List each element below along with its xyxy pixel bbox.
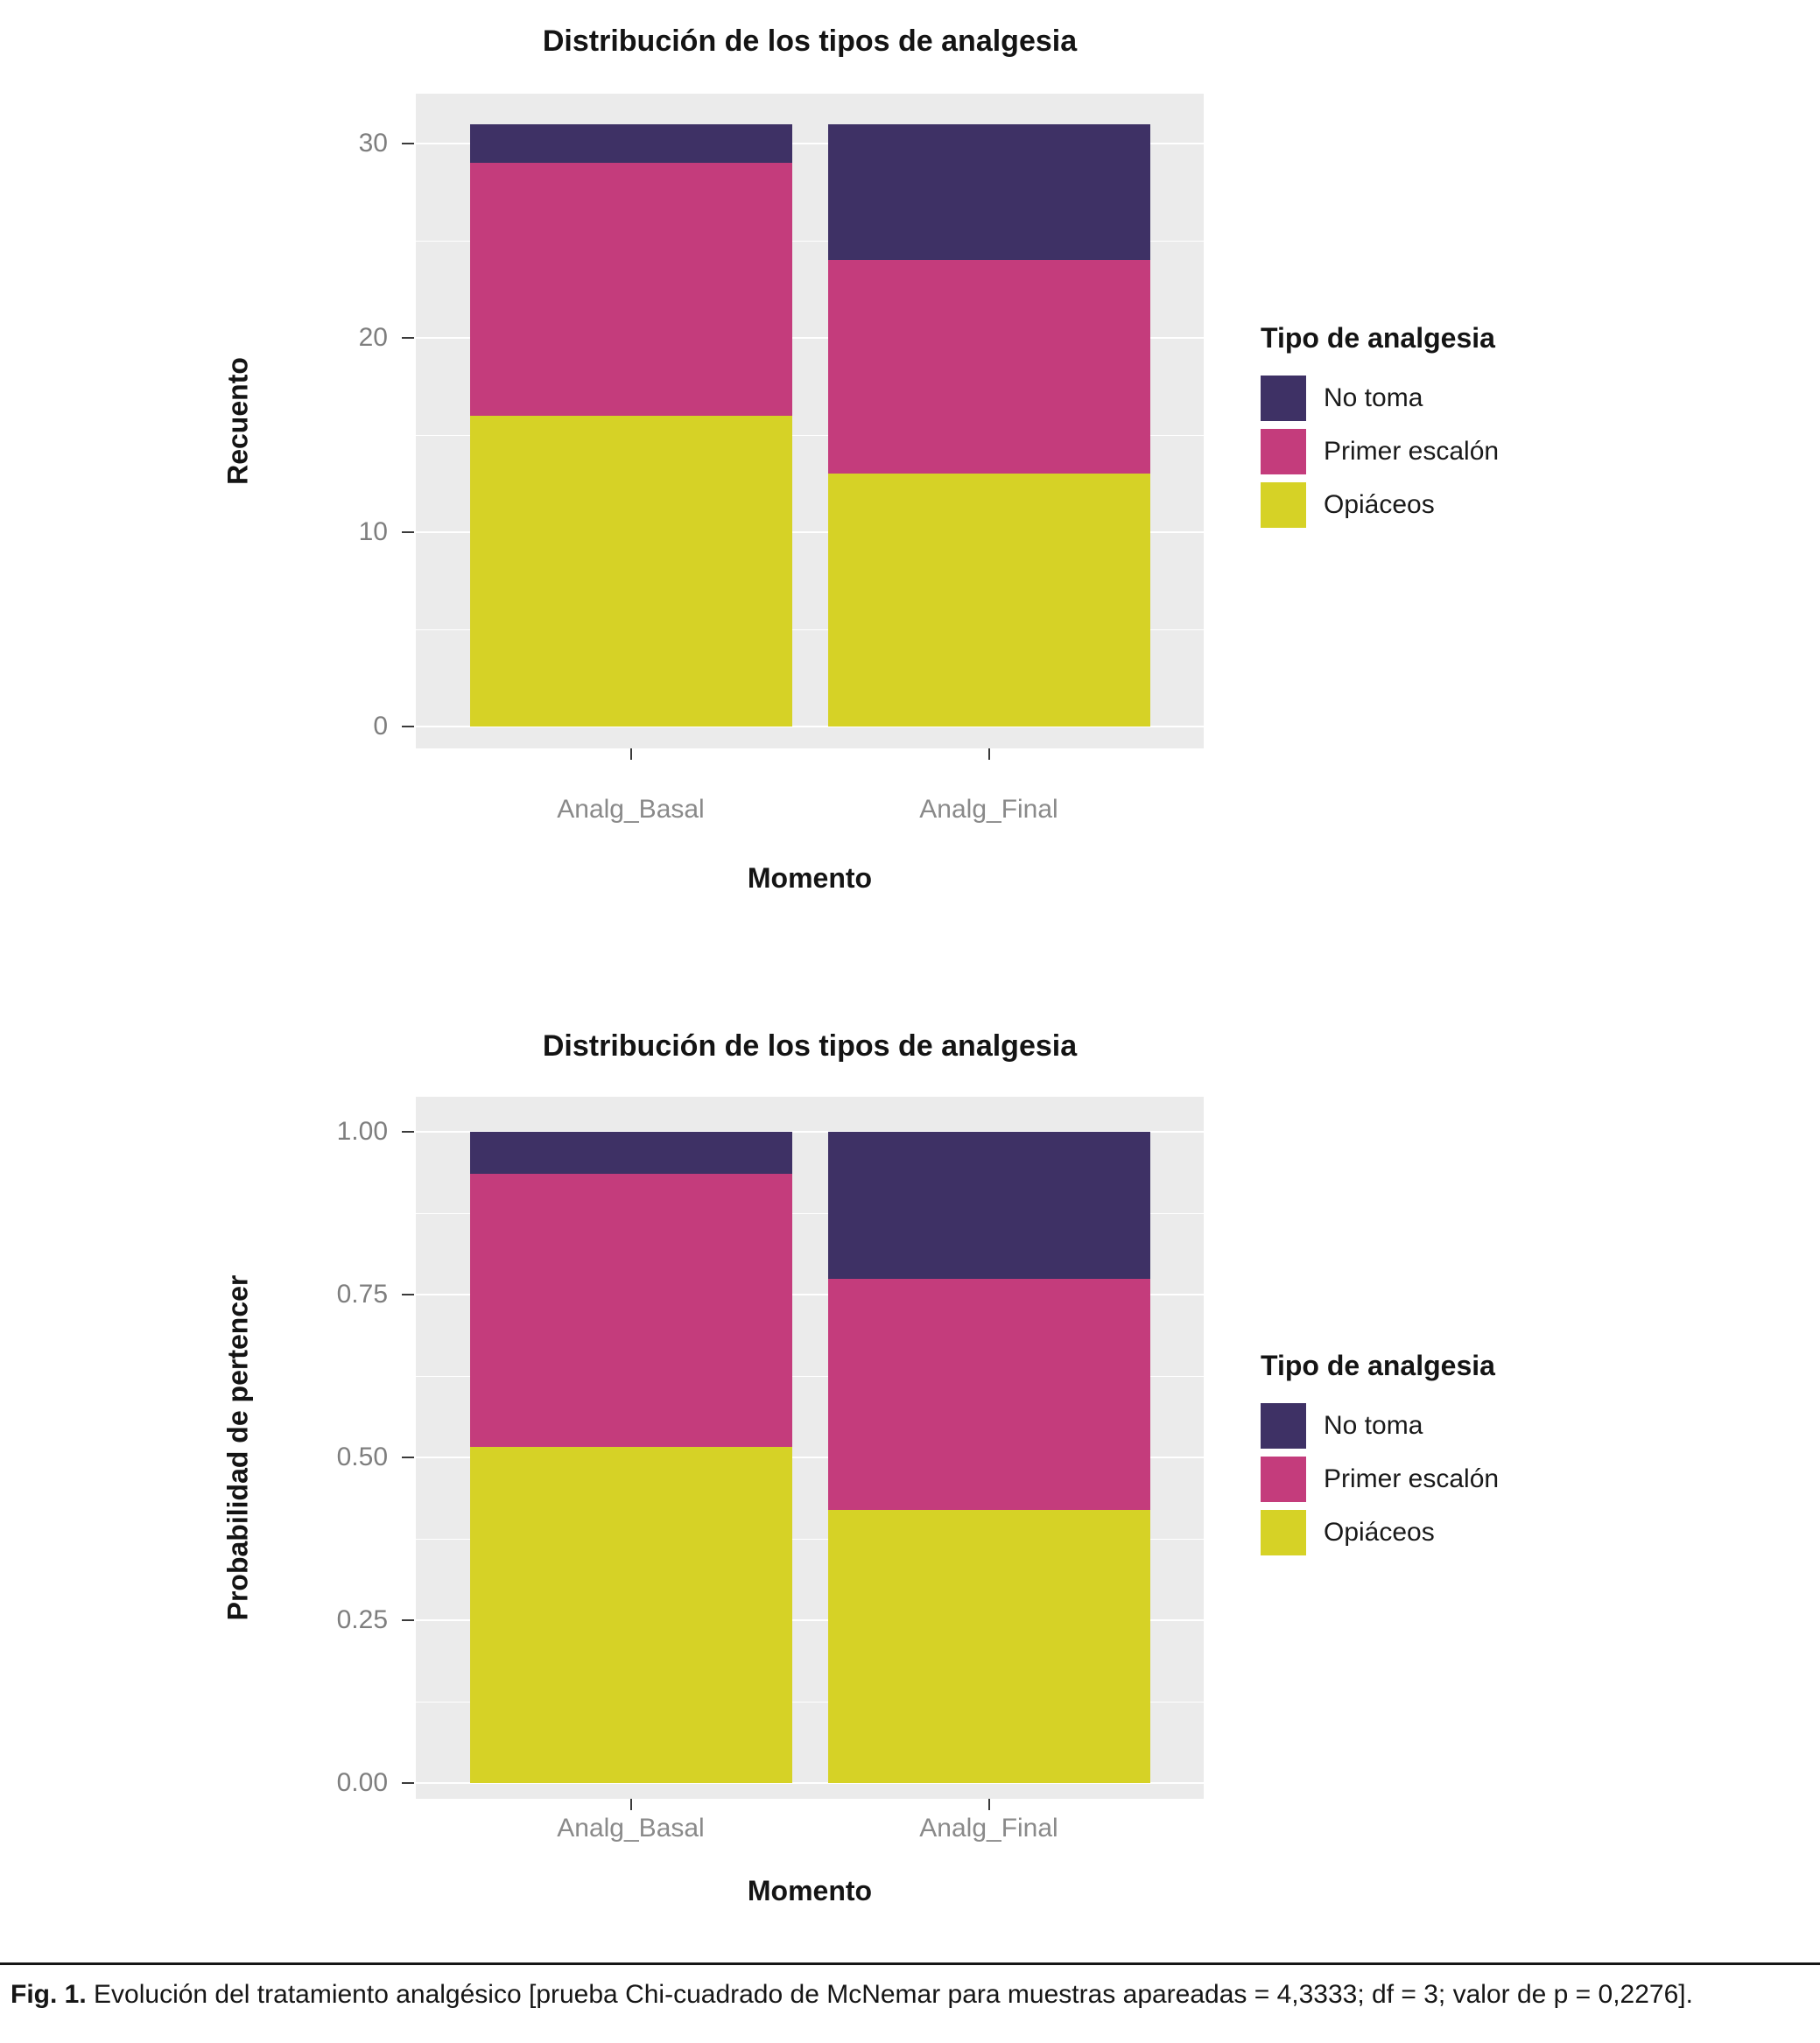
y-tick-label: 0.75 <box>336 1280 388 1309</box>
y-tick-label: 20 <box>358 323 388 352</box>
legend-item: No toma <box>1261 376 1499 421</box>
legend: Tipo de analgesia No toma Primer escalón O… <box>1261 1350 1499 1563</box>
caption-text: Evolución del tratamiento analgésico [pr… <box>86 1980 1693 2009</box>
legend-swatch-Opiáceos <box>1261 1510 1306 1555</box>
x-axis-title: Momento <box>747 1875 873 1906</box>
legend-item-label: Opiáceos <box>1324 490 1435 519</box>
legend-item: Opiáceos <box>1261 1510 1499 1555</box>
gridline-major <box>416 143 1204 144</box>
legend-item: Opiáceos <box>1261 482 1499 528</box>
legend-item-label: No toma <box>1324 1411 1423 1440</box>
gridline-minor <box>416 240 1204 242</box>
gridline-major <box>416 1457 1204 1458</box>
gridline-major <box>416 1619 1204 1621</box>
x-category-label: Analg_Final <box>919 795 1058 824</box>
legend-item: Primer escalón <box>1261 429 1499 474</box>
legend-item-label: No toma <box>1324 383 1423 412</box>
x-category-label: Analg_Basal <box>557 1814 705 1843</box>
legend-swatch-Opiáceos <box>1261 482 1306 528</box>
bar-segment-Analg_Final-Opiáceos <box>827 1510 1150 1783</box>
y-axis-title: Recuento <box>221 357 254 485</box>
bar-segment-Analg_Basal-Primer escalón <box>469 163 792 416</box>
legend-swatch-No toma <box>1261 1403 1306 1449</box>
bar-segment-Analg_Basal-Primer escalón <box>469 1174 792 1448</box>
bar-segment-Analg_Basal-No toma <box>469 123 792 164</box>
legend-items: No toma Primer escalón Opiáceos <box>1261 376 1499 528</box>
x-tick-mark <box>629 1799 632 1810</box>
legend-swatch-No toma <box>1261 376 1306 421</box>
gridline-major <box>416 531 1204 533</box>
caption-label: Fig. 1. <box>11 1980 87 2009</box>
gridline-major <box>416 1294 1204 1295</box>
bar-segment-Analg_Final-Primer escalón <box>827 260 1150 474</box>
gridline-minor <box>416 628 1204 630</box>
y-tick-label: 0.50 <box>336 1443 388 1471</box>
gridline-minor <box>416 1538 1204 1540</box>
legend-item-label: Primer escalón <box>1324 1464 1500 1493</box>
gridline-major <box>416 337 1204 339</box>
plot-panel <box>416 94 1204 748</box>
legend-item-label: Opiáceos <box>1324 1518 1435 1547</box>
legend-swatch-Primer escalón <box>1261 1457 1306 1502</box>
y-tick-mark <box>402 726 414 727</box>
chart-recuento: Distribución de los tipos de analgesia R… <box>0 18 1820 972</box>
chart-title: Distribución de los tipos de analgesia <box>542 1029 1078 1063</box>
legend-item-label: Primer escalón <box>1324 437 1500 466</box>
bar-segment-Analg_Basal-Opiáceos <box>469 1447 792 1783</box>
x-tick-mark <box>987 1799 990 1810</box>
y-tick-mark <box>402 1619 414 1621</box>
y-tick-mark <box>402 531 414 533</box>
legend-swatch-Primer escalón <box>1261 429 1306 474</box>
y-tick-label: 10 <box>358 517 388 546</box>
y-tick-label: 30 <box>358 129 388 158</box>
y-tick-mark <box>402 337 414 339</box>
bar-segment-Analg_Basal-No toma <box>469 1132 792 1175</box>
x-category-label: Analg_Final <box>919 1814 1058 1843</box>
y-tick-label: 1.00 <box>336 1117 388 1146</box>
legend-title: Tipo de analgesia <box>1261 322 1495 354</box>
figure-caption: Fig. 1. Evolución del tratamiento analgé… <box>11 1975 1809 2014</box>
plot-panel <box>416 1097 1204 1799</box>
y-tick-mark <box>402 1782 414 1784</box>
y-tick-mark <box>402 1457 414 1458</box>
gridline-major <box>416 726 1204 727</box>
y-tick-mark <box>402 1294 414 1295</box>
x-tick-mark <box>629 748 632 760</box>
y-tick-label: 0.25 <box>336 1605 388 1634</box>
y-axis-title: Probabilidad de pertencer <box>221 1274 254 1621</box>
bar-segment-Analg_Final-Primer escalón <box>827 1279 1150 1511</box>
caption-divider <box>0 1962 1820 1965</box>
gridline-major <box>416 1782 1204 1784</box>
x-tick-mark <box>987 748 990 760</box>
x-axis-title: Momento <box>747 862 873 894</box>
y-tick-mark <box>402 1131 414 1133</box>
legend-items: No toma Primer escalón Opiáceos <box>1261 1403 1499 1555</box>
bar-segment-Analg_Final-Opiáceos <box>827 474 1150 727</box>
chart-title: Distribución de los tipos de analgesia <box>542 25 1078 58</box>
x-category-label: Analg_Basal <box>557 795 705 824</box>
legend-item: No toma <box>1261 1403 1499 1449</box>
y-tick-label: 0.00 <box>336 1768 388 1797</box>
y-tick-mark <box>402 143 414 144</box>
gridline-minor <box>416 1212 1204 1214</box>
gridline-minor <box>416 434 1204 436</box>
bar-segment-Analg_Basal-Opiáceos <box>469 415 792 727</box>
legend: Tipo de analgesia No toma Primer escalón O… <box>1261 322 1499 536</box>
legend-title: Tipo de analgesia <box>1261 1350 1495 1381</box>
y-tick-label: 0 <box>373 712 388 741</box>
gridline-major <box>416 1131 1204 1133</box>
legend-item: Primer escalón <box>1261 1457 1499 1502</box>
gridline-minor <box>416 1375 1204 1377</box>
bar-segment-Analg_Final-No toma <box>827 123 1150 261</box>
chart-probabilidad: Distribución de los tipos de analgesia P… <box>0 1007 1820 1943</box>
bar-segment-Analg_Final-No toma <box>827 1132 1150 1280</box>
